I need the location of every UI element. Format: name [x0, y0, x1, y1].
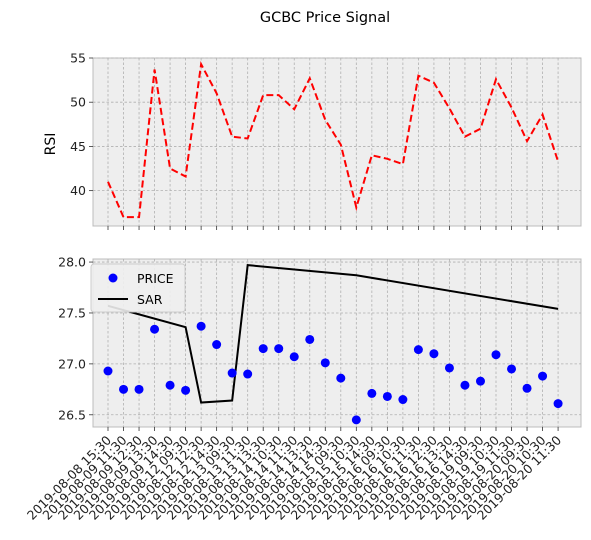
- price-point: [475, 376, 485, 386]
- y-tick-label: 50: [70, 95, 86, 110]
- price-point: [274, 344, 284, 354]
- y-tick-label: 27.5: [58, 305, 86, 320]
- price-point: [258, 344, 268, 354]
- price-point: [196, 321, 206, 331]
- price-point: [243, 369, 253, 379]
- rsi-gridlines: [93, 57, 581, 226]
- price-point: [227, 368, 237, 378]
- price-point: [382, 391, 392, 401]
- rsi-series: [107, 60, 560, 219]
- y-tick-label: 40: [70, 183, 86, 198]
- rsi-panel: 40 45 50 55 RSI: [43, 51, 582, 230]
- price-point: [398, 395, 408, 405]
- y-tick-label: 55: [70, 51, 86, 66]
- sar-line: [107, 264, 559, 404]
- price-point: [553, 399, 563, 409]
- price-point: [507, 364, 517, 374]
- price-point: [289, 352, 299, 362]
- price-point: [134, 384, 144, 394]
- price-point: [103, 366, 113, 376]
- price-point: [212, 340, 222, 350]
- y-tick-label: 45: [70, 139, 86, 154]
- price-point: [320, 358, 330, 368]
- price-point: [305, 334, 315, 344]
- price-point: [181, 385, 191, 395]
- rsi-line: [107, 60, 560, 219]
- price-point: [351, 415, 361, 425]
- price-point: [336, 373, 346, 383]
- legend-price-label: PRICE: [137, 271, 174, 286]
- price-y-ticks: 26.5 27.0 27.5 28.0: [58, 255, 93, 422]
- price-point: [150, 324, 160, 334]
- legend-sar-label: SAR: [137, 292, 163, 307]
- price-point: [491, 350, 501, 360]
- chart-title: GCBC Price Signal: [260, 10, 390, 26]
- price-panel: 26.5 27.0 27.5 28.0 2019-08-08 15:302019-08…: [24, 255, 582, 523]
- y-tick-label: 27.0: [58, 356, 86, 371]
- price-point: [538, 371, 548, 381]
- price-point: [165, 380, 175, 390]
- y-tick-label: 26.5: [58, 407, 86, 422]
- legend: PRICE SAR: [90, 263, 186, 313]
- price-point: [460, 380, 470, 390]
- rsi-x-ticks: [107, 226, 559, 230]
- y-tick-label: 28.0: [58, 255, 86, 270]
- legend-price-marker: [108, 273, 118, 283]
- price-point: [429, 349, 439, 359]
- price-point: [413, 345, 423, 355]
- price-point: [119, 384, 129, 394]
- rsi-y-ticks: 40 45 50 55: [70, 51, 93, 198]
- price-series: [103, 264, 563, 425]
- price-point: [367, 388, 377, 398]
- price-gridlines: [93, 259, 581, 427]
- rsi-y-axis-label: RSI: [43, 133, 59, 156]
- price-point: [444, 363, 454, 373]
- price-point: [522, 383, 532, 393]
